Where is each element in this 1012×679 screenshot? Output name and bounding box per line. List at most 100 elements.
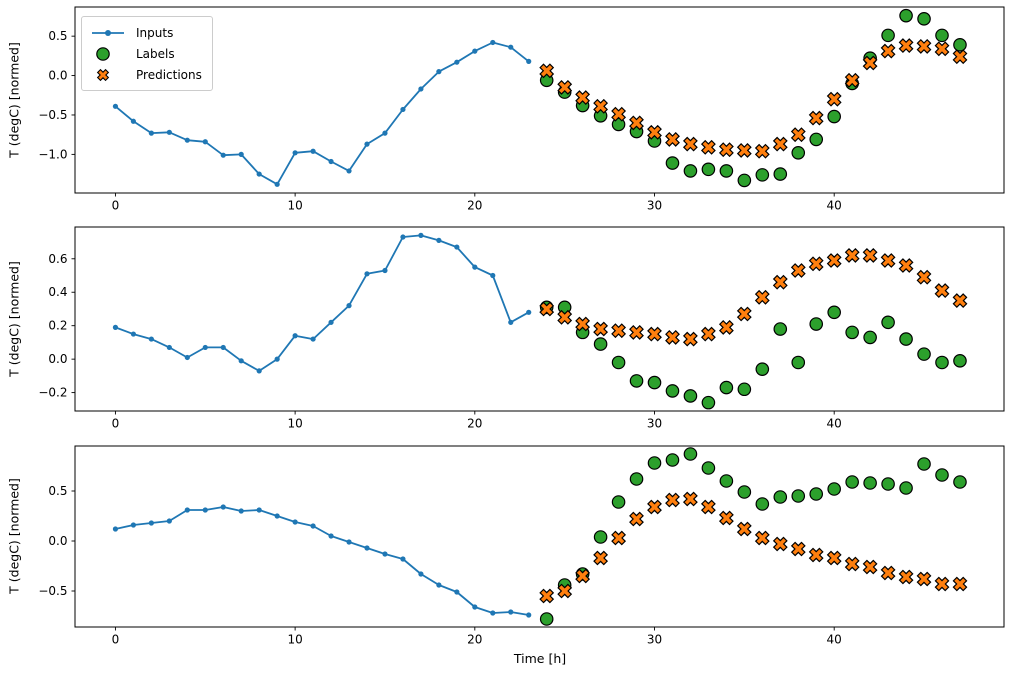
labels-marker (881, 28, 895, 43)
predictions-marker (700, 326, 716, 342)
labels-marker (755, 497, 770, 511)
inputs-marker (526, 612, 532, 618)
labels-marker (953, 38, 967, 52)
labels-marker (755, 362, 770, 376)
predictions-marker (611, 323, 627, 339)
predictions-marker (754, 289, 770, 305)
predictions-marker (916, 38, 932, 54)
inputs-line (112, 504, 532, 618)
labels-marker (611, 495, 626, 509)
x-tick-label: 30 (647, 417, 662, 431)
inputs-line (112, 232, 532, 374)
inputs-marker (202, 507, 208, 513)
labels-marker (899, 8, 913, 23)
inputs-marker (292, 150, 298, 156)
legend-label-labels: Labels (136, 46, 175, 61)
predictions-marker (718, 510, 734, 526)
labels-marker (935, 28, 949, 43)
inputs-marker (400, 106, 406, 113)
predictions-marker (808, 110, 824, 126)
labels-marker (935, 468, 949, 482)
y-tick-label: 0.5 (48, 484, 67, 498)
inputs-marker (508, 44, 514, 50)
inputs-marker (112, 324, 119, 330)
labels-marker (917, 457, 931, 471)
labels-marker (791, 489, 806, 503)
labels-marker (881, 477, 895, 491)
predictions-marker (790, 127, 806, 143)
labels-marker (647, 456, 662, 470)
predictions-marker (665, 329, 680, 345)
subplot-2: 0.6 0.4 0.2 0.0 −0.2 0 10 20 30 40 (38, 226, 1005, 431)
inputs-marker (508, 609, 514, 615)
labels-marker (719, 164, 734, 178)
y-tick-label: 0.0 (48, 534, 67, 548)
predictions-marker (539, 588, 555, 604)
inputs-marker (490, 610, 496, 616)
predictions-marker (647, 499, 662, 515)
labels-marker (737, 173, 752, 188)
axes-frame (74, 6, 1005, 194)
inputs-marker (490, 272, 496, 279)
labels-marker (809, 317, 824, 331)
x-tick-label: 10 (287, 633, 302, 647)
subplot-1: 0.5 0.0 −0.5 −1.0 0 10 20 30 40 (38, 6, 1005, 213)
inputs-marker (436, 582, 442, 588)
inputs-marker (292, 519, 298, 525)
x-axis: 0 10 20 30 40 (112, 627, 842, 647)
labels-marker (773, 322, 788, 336)
inputs-marker (220, 344, 226, 351)
labels-marker (683, 447, 698, 461)
inputs-marker (328, 319, 334, 325)
inputs-marker (418, 86, 424, 92)
inputs-marker (364, 271, 370, 277)
x-marker-icon (96, 68, 110, 81)
inputs-marker (454, 59, 460, 65)
labels-marker (827, 482, 841, 496)
inputs-marker (274, 356, 280, 362)
y-tick-label: 0.5 (48, 29, 67, 43)
inputs-marker (454, 244, 460, 250)
inputs-marker (238, 151, 244, 157)
inputs-marker (490, 39, 496, 46)
labels-marker (665, 156, 680, 170)
inputs-marker (166, 518, 172, 524)
inputs-marker (364, 545, 370, 551)
predictions-marker (611, 530, 627, 546)
inputs-marker (274, 181, 280, 187)
predictions-marker (593, 550, 609, 566)
y-tick-label: −0.2 (38, 386, 67, 400)
labels-marker (917, 347, 931, 361)
inputs-marker (202, 139, 208, 145)
inputs-marker (400, 556, 406, 562)
y-axis: 0.5 0.0 −0.5 (38, 484, 75, 598)
labels-marker (953, 354, 967, 368)
labels-marker (845, 475, 859, 489)
inputs-marker (472, 604, 478, 610)
labels-marker (665, 384, 680, 398)
inputs-marker (508, 319, 514, 325)
predictions-marker (898, 258, 914, 273)
predictions-marker (790, 263, 806, 278)
legend-item-predictions: Predictions (90, 64, 202, 85)
inputs-marker (382, 130, 388, 136)
inputs-marker (346, 539, 352, 545)
predictions-marker (647, 326, 662, 342)
inputs-marker (526, 58, 532, 64)
labels-marker (899, 481, 913, 495)
inputs-marker (184, 354, 190, 361)
x-tick-label: 30 (647, 199, 662, 213)
predictions-marker (754, 530, 770, 546)
y-tick-label: 0.0 (48, 69, 67, 83)
inputs-marker (328, 533, 334, 539)
labels-marker (773, 167, 788, 181)
labels-marker (719, 380, 734, 395)
legend-label-predictions: Predictions (136, 67, 202, 82)
predictions-marker (916, 571, 932, 587)
labels-marker (701, 162, 716, 177)
predictions-marker (700, 139, 716, 155)
x-tick-label: 30 (647, 633, 662, 647)
y-axis-label-bottom: T (degC) [normed] (6, 478, 22, 594)
inputs-marker (112, 526, 119, 532)
